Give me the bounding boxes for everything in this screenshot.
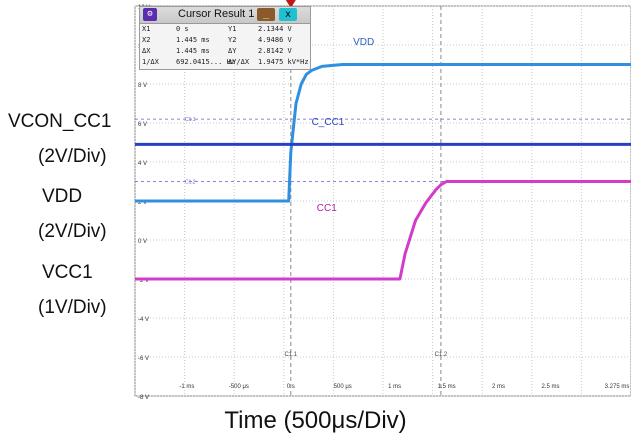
- x-tick-label: 2.5 ms: [541, 384, 559, 390]
- channel-label: (2V/Div): [38, 221, 107, 242]
- series-label: VDD: [353, 37, 374, 48]
- readout-cell: Y2: [228, 36, 237, 44]
- cursor-settings-icon[interactable]: ⚙: [143, 8, 157, 21]
- x-tick-label: -500 μs: [229, 384, 249, 390]
- channel-label: (1V/Div): [38, 297, 107, 318]
- cursor-result-panel[interactable]: ⚙ Cursor Result 1 _ x X1 0 s Y1 2.1344 V X2 1…: [139, 6, 311, 70]
- channel-label: VCON_CC1: [8, 111, 112, 132]
- series-line: [135, 180, 631, 281]
- series-label: C_CC1: [312, 117, 345, 128]
- readout-row: ΔX 1.445 ms ΔY 2.8142 V: [140, 46, 310, 57]
- readout-cell: 4.9486 V: [258, 36, 292, 44]
- y-tick-label: -6 V: [138, 356, 149, 362]
- y-tick-label: -8 V: [138, 395, 149, 401]
- y-tick-label: 6 V: [138, 122, 147, 128]
- readout-cell: Y1: [228, 25, 237, 33]
- readout-cell: 1.445 ms: [176, 47, 210, 55]
- cursor-label: C1.1: [284, 352, 297, 358]
- readout-cell: 1/ΔX: [142, 58, 159, 66]
- trigger-marker: [285, 0, 296, 8]
- y-tick-label: -4 V: [138, 317, 149, 323]
- y-tick-label: 8 V: [138, 83, 147, 89]
- readout-cell: ΔX: [142, 47, 151, 55]
- close-button[interactable]: x: [279, 8, 297, 21]
- x-tick-label: 2 ms: [492, 384, 505, 390]
- readout-cell: 1.9475 kV*Hz: [258, 58, 309, 66]
- readout-row: X1 0 s Y1 2.1344 V: [140, 24, 310, 35]
- x-tick-label: 500 μs: [334, 384, 352, 390]
- readout-cell: X2: [142, 36, 151, 44]
- cursor-h-label: C1.2: [185, 180, 196, 186]
- channel-label: (2V/Div): [38, 146, 107, 167]
- readout-cell: 692.0415... Hz: [176, 58, 236, 66]
- cursor-readouts: X1 0 s Y1 2.1344 V X2 1.445 ms Y2 4.9486 V ΔX 1.4…: [140, 24, 310, 68]
- cursor-label: C1.2: [435, 352, 448, 358]
- cursors: C1.1 C1.2 C1.1 C1.2: [135, 0, 631, 396]
- cursor-h-label: C1.1: [185, 117, 196, 123]
- series-labels: VDD C_CC1 CC1: [312, 37, 375, 214]
- readout-cell: 2.8142 V: [258, 47, 292, 55]
- readout-cell: ΔY: [228, 47, 237, 55]
- x-tick-label: 3.275 ms: [605, 384, 630, 390]
- panel-header[interactable]: ⚙ Cursor Result 1 _ x: [140, 7, 310, 24]
- readout-cell: 2.1344 V: [258, 25, 292, 33]
- channel-label: VDD: [42, 186, 83, 207]
- x-tick-label: 1 ms: [388, 384, 401, 390]
- y-tick-label: 2 V: [138, 200, 147, 206]
- readout-cell: 0 s: [176, 25, 189, 33]
- x-tick-label: -1 ms: [179, 384, 194, 390]
- readout-row: X2 1.445 ms Y2 4.9486 V: [140, 35, 310, 46]
- series-line: [135, 63, 631, 203]
- channel-label: VCC1: [42, 262, 93, 283]
- x-tick-label: 1.5 ms: [438, 384, 456, 390]
- readout-row: 1/ΔX 692.0415... Hz ΔY/ΔX 1.9475 kV*Hz: [140, 57, 310, 68]
- y-tick-label: -2 V: [138, 278, 149, 284]
- y-tick-label: 4 V: [138, 161, 147, 167]
- readout-cell: 1.445 ms: [176, 36, 210, 44]
- series-lines: [135, 63, 631, 281]
- time-axis-caption: Time (500μs/Div): [224, 407, 407, 434]
- readout-cell: X1: [142, 25, 151, 33]
- series-label: CC1: [317, 203, 337, 214]
- panel-title: Cursor Result 1: [178, 8, 255, 20]
- readout-cell: ΔY/ΔX: [228, 58, 250, 66]
- y-tick-label: 0 V: [138, 239, 147, 245]
- minimize-button[interactable]: _: [257, 8, 275, 21]
